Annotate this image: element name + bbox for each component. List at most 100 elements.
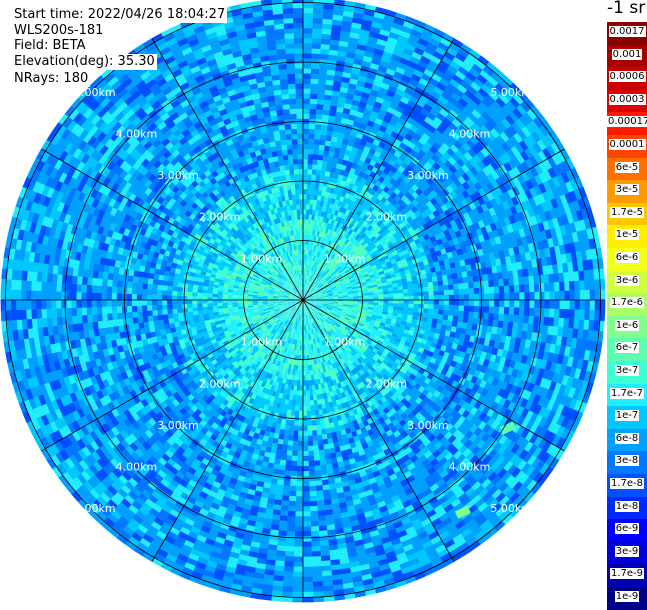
ppi-cell bbox=[539, 292, 545, 301]
ppi-cell bbox=[469, 294, 475, 300]
ppi-cell bbox=[504, 286, 510, 294]
ppi-cell bbox=[574, 281, 580, 291]
ppi-cell bbox=[484, 300, 490, 307]
ppi-cell bbox=[399, 300, 405, 304]
ppi-cell bbox=[312, 164, 317, 170]
ppi-cell bbox=[534, 308, 540, 317]
ppi-cell bbox=[309, 204, 313, 210]
ppi-cell bbox=[459, 300, 465, 306]
ppi-cell bbox=[314, 190, 319, 196]
ppi-cell bbox=[580, 290, 586, 300]
ppi-cell bbox=[309, 124, 315, 130]
ppi-cell bbox=[575, 290, 581, 300]
ppi-cell bbox=[464, 294, 470, 300]
ppi-cell bbox=[429, 300, 435, 305]
ppi-cell bbox=[314, 139, 320, 145]
ppi-cell bbox=[449, 305, 455, 311]
ppi-cell bbox=[308, 144, 314, 150]
ppi-cell bbox=[504, 293, 510, 300]
ppi-cell bbox=[305, 229, 308, 235]
ppi-cell bbox=[514, 307, 520, 315]
ppi-cell bbox=[311, 78, 319, 84]
ppi-cell bbox=[303, 18, 313, 24]
ppi-cell bbox=[584, 280, 590, 290]
ppi-cell bbox=[464, 300, 470, 306]
ppi-cell bbox=[434, 305, 440, 310]
ppi-cell bbox=[306, 219, 309, 225]
ppi-cell bbox=[489, 293, 495, 300]
ppi-cell bbox=[474, 294, 480, 300]
ppi-cell bbox=[394, 300, 400, 303]
ppi-cell bbox=[408, 311, 414, 316]
ppi-cell bbox=[444, 305, 450, 310]
ppi-cell bbox=[454, 295, 460, 301]
ppi-cell bbox=[307, 169, 312, 175]
ppi-cell bbox=[363, 302, 369, 305]
ppi-cell bbox=[463, 283, 469, 289]
ppi-cell bbox=[311, 184, 316, 190]
ppi-cell bbox=[414, 296, 420, 300]
ppi-cell bbox=[408, 288, 414, 292]
ppi-cell bbox=[310, 109, 317, 115]
ppi-cell bbox=[414, 300, 420, 304]
ppi-cell bbox=[453, 311, 459, 317]
ppi-cell bbox=[544, 308, 550, 317]
ppi-cell bbox=[358, 302, 364, 304]
ppi-cell bbox=[408, 292, 414, 296]
ppi-cell bbox=[539, 283, 545, 292]
ppi-cell bbox=[389, 300, 395, 303]
ppi-cell bbox=[489, 307, 495, 314]
ppi-cell bbox=[443, 310, 449, 316]
ppi-cell bbox=[303, 98, 310, 104]
ppi-cell bbox=[424, 304, 430, 309]
ppi-cell bbox=[313, 18, 323, 24]
ppi-cell bbox=[555, 300, 561, 309]
ppi-cell bbox=[303, 108, 310, 114]
ppi-cell bbox=[534, 300, 540, 308]
ppi-cell bbox=[484, 294, 490, 301]
ppi-cell bbox=[348, 297, 354, 299]
ppi-cell bbox=[519, 285, 525, 293]
ppi-cell bbox=[494, 307, 500, 314]
ppi-cell bbox=[484, 287, 490, 294]
ppi-cell bbox=[309, 114, 316, 120]
ppi-cell bbox=[373, 303, 379, 306]
ppi-cell bbox=[449, 289, 455, 295]
ppi-cell bbox=[303, 164, 308, 170]
ppi-cell bbox=[303, 68, 311, 74]
ppi-cell bbox=[424, 291, 430, 296]
ppi-cell bbox=[590, 290, 596, 300]
ppi-cell bbox=[399, 297, 405, 301]
ppi-cell bbox=[529, 308, 535, 316]
ppi-cell bbox=[313, 149, 319, 155]
ppi-cell bbox=[303, 53, 312, 59]
ppi-cell bbox=[384, 300, 390, 303]
ppi-cell bbox=[311, 73, 319, 79]
ppi-cell bbox=[585, 300, 591, 310]
ppi-cell bbox=[303, 123, 309, 129]
ppi-cell bbox=[458, 311, 464, 317]
ppi-cell bbox=[569, 309, 575, 319]
ppi-cell bbox=[303, 224, 306, 230]
ppi-cell bbox=[433, 286, 439, 291]
ppi-cell bbox=[307, 194, 311, 200]
ppi-cell bbox=[308, 159, 313, 165]
ppi-cell bbox=[454, 300, 460, 306]
ppi-cell bbox=[434, 291, 440, 296]
ppi-cell bbox=[378, 294, 384, 297]
ppi-cell bbox=[468, 312, 474, 318]
ppi-cell bbox=[303, 204, 306, 210]
ppi-cell bbox=[494, 286, 500, 293]
ppi-cell bbox=[404, 300, 410, 304]
ppi-cell bbox=[305, 239, 307, 245]
ppi-cell bbox=[303, 154, 308, 160]
ppi-cell bbox=[368, 295, 374, 298]
ppi-cell bbox=[307, 189, 311, 195]
ppi-cell bbox=[303, 184, 307, 190]
ppi-cell bbox=[550, 291, 556, 300]
ppi-cell bbox=[434, 295, 440, 300]
ppi-cell bbox=[549, 282, 555, 291]
ppi-cell bbox=[398, 289, 404, 293]
ppi-cell bbox=[383, 291, 389, 294]
ppi-cell bbox=[313, 159, 318, 165]
